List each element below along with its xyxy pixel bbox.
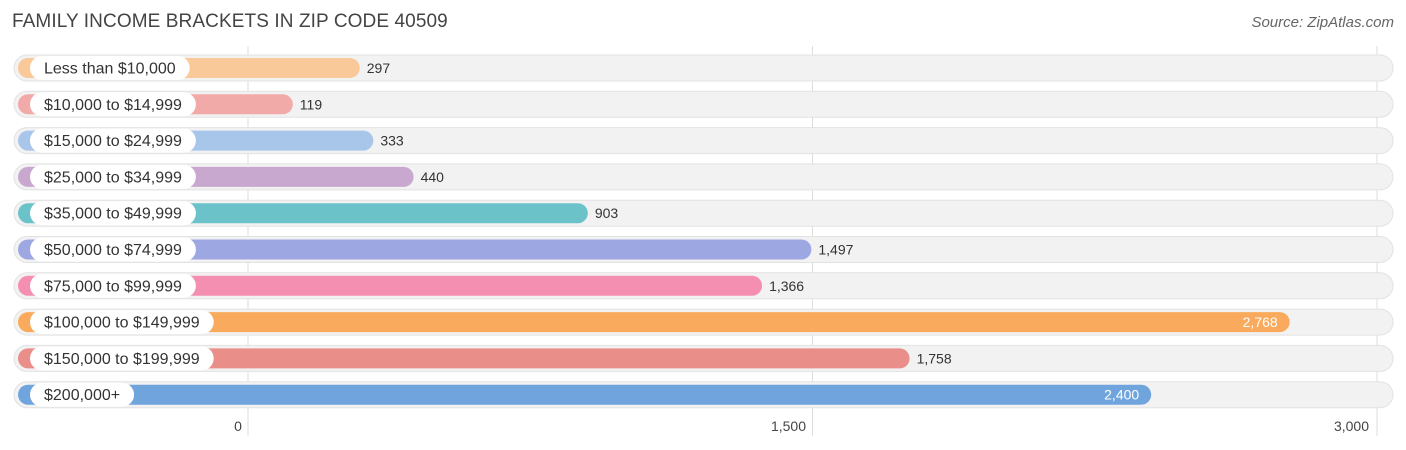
category-label-pill: [30, 201, 196, 226]
value-label: 1,497: [818, 242, 853, 258]
category-label-pill: [30, 346, 214, 371]
category-label-pill: [30, 92, 196, 117]
category-label-pill: [30, 273, 196, 298]
bar-row: $50,000 to $74,999 1,497: [13, 236, 1394, 263]
category-label: $15,000 to $24,999: [44, 133, 182, 150]
category-label-pill: [30, 237, 196, 262]
category-label-pill: [30, 310, 214, 335]
category-label: $50,000 to $74,999: [44, 242, 182, 259]
value-label: 1,758: [917, 350, 952, 366]
value-label: 2,768: [1243, 314, 1278, 330]
value-label: 440: [421, 169, 445, 185]
category-label: $10,000 to $14,999: [44, 97, 182, 114]
bar-row: $25,000 to $34,999 440: [13, 163, 1394, 191]
category-label-pill: [30, 382, 135, 407]
value-label: 297: [367, 60, 391, 76]
category-label: $35,000 to $49,999: [44, 206, 182, 223]
bar: [18, 239, 812, 260]
x-tick-label: 0: [234, 418, 242, 434]
x-tick-label: 3,000: [1334, 418, 1369, 434]
value-label: 333: [380, 133, 404, 149]
bar-row: $10,000 to $14,999 119: [13, 90, 1394, 118]
bar-track: [13, 54, 1394, 82]
category-label: $200,000+: [44, 387, 120, 404]
bar-row: $35,000 to $49,999 903: [13, 199, 1394, 227]
bar: [18, 348, 910, 369]
source-note: Source: ZipAtlas.com: [1251, 14, 1394, 31]
value-label: 2,400: [1104, 387, 1139, 403]
category-label-pill: [30, 56, 190, 80]
bar-row: Less than $10,000 297: [13, 54, 1394, 82]
category-label: $75,000 to $99,999: [44, 278, 182, 295]
category-label: $150,000 to $199,999: [44, 351, 200, 368]
x-tick-label: 1,500: [771, 418, 806, 434]
bar-row: $100,000 to $149,999 2,768: [13, 308, 1394, 336]
bar-row: $150,000 to $199,999 1,758: [13, 344, 1394, 372]
bar-row: $75,000 to $99,999 1,366: [13, 272, 1394, 300]
category-label-pill: [30, 128, 196, 153]
rows-layer: Less than $10,000 297 $10,000 to $14,999 11…: [13, 54, 1394, 409]
category-label: $25,000 to $34,999: [44, 169, 182, 186]
bar-row: $15,000 to $24,999 333: [13, 127, 1394, 155]
x-axis-ticks: 0 1,500 3,000: [234, 418, 1369, 434]
bar: [18, 275, 763, 296]
category-label-pill: [30, 164, 196, 189]
value-label: 119: [300, 96, 323, 112]
value-label: 903: [595, 205, 619, 221]
category-label: Less than $10,000: [44, 61, 176, 78]
chart-title: FAMILY INCOME BRACKETS IN ZIP CODE 40509: [12, 11, 448, 32]
value-label: 1,366: [769, 278, 804, 294]
bar: [18, 384, 1152, 405]
bar-track: [13, 90, 1394, 118]
bar: [18, 312, 1290, 333]
bar-row: $200,000+ 2,400: [13, 381, 1394, 409]
category-label: $100,000 to $149,999: [44, 315, 200, 332]
